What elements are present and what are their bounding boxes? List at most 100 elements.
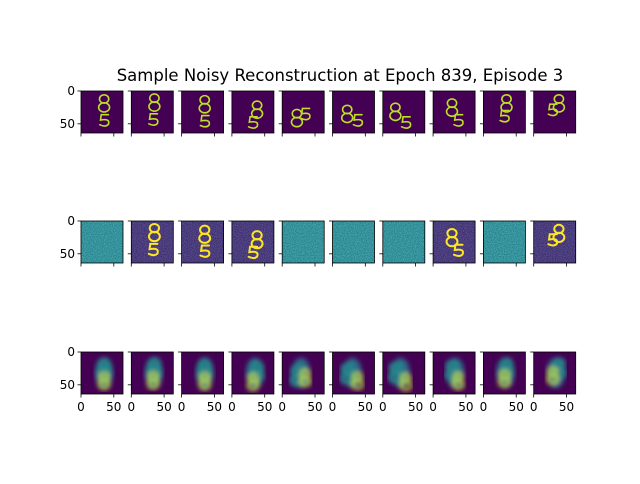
image-panel: [231, 221, 274, 263]
reconstruction-blob: [546, 357, 567, 389]
digit-stroke: [399, 380, 413, 392]
digit-stroke: [547, 103, 559, 117]
reconstruction-blob: [195, 357, 214, 391]
x-tick-label: 0: [329, 400, 337, 414]
digit-stroke: [146, 378, 160, 390]
digit-stroke: [352, 113, 364, 127]
x-tick-label: 0: [278, 400, 286, 414]
x-tick-label: 50: [358, 400, 373, 414]
axes-frame: [382, 90, 426, 134]
image-panel: [131, 91, 174, 133]
image-panel: [282, 221, 325, 263]
digit-stroke: [246, 380, 260, 392]
image-panel: [332, 91, 375, 133]
image-panel: [382, 91, 425, 133]
y-tick-label: 0: [67, 214, 75, 228]
x-tick-label: 0: [228, 400, 236, 414]
image-background: [433, 91, 476, 133]
digit-stroke: [340, 112, 354, 124]
digit-stroke: [552, 101, 566, 113]
image-panel: [181, 352, 224, 394]
axes-frame: [533, 351, 577, 395]
axes-frame: [181, 220, 225, 264]
image-panel: [533, 352, 576, 394]
axes-frame: [382, 220, 426, 264]
reconstruction-blob: [94, 357, 114, 391]
image-panel: [483, 352, 526, 394]
digit-stroke: [445, 235, 459, 248]
axes-frame: [231, 351, 275, 395]
digit-stroke: [250, 108, 264, 120]
reconstruction-blob: [444, 357, 465, 391]
axes-frame: [533, 220, 577, 264]
axes-frame: [231, 90, 275, 134]
digit-stroke: [299, 375, 312, 387]
axes-frame: [181, 90, 225, 134]
image-background: [332, 91, 375, 133]
image-panel: [81, 221, 123, 263]
noise-texture: [332, 221, 375, 263]
digit-stroke: [351, 379, 364, 391]
reconstruction-blob: [289, 357, 312, 389]
x-tick-label: 50: [408, 400, 423, 414]
image-panel: [181, 91, 224, 133]
digit-stroke: [453, 243, 464, 258]
axes-frame: [281, 220, 325, 264]
digit-stroke: [247, 115, 259, 129]
reconstruction-blob: [387, 357, 413, 392]
figure-title: Sample Noisy Reconstruction at Epoch 839…: [116, 66, 564, 85]
axes-frame: [432, 220, 476, 264]
image-panel: [131, 352, 174, 394]
axes-frame: [281, 90, 325, 134]
x-tick-label: 50: [156, 400, 171, 414]
digit-stroke: [99, 113, 110, 127]
digit-stroke: [147, 242, 159, 257]
image-panel: [81, 91, 123, 133]
reconstruction-blob: [339, 357, 364, 391]
image-panel: [231, 352, 274, 394]
image-panel: [433, 352, 476, 394]
axes-frame: [130, 351, 174, 395]
image-background: [282, 91, 325, 133]
axes-frame: [432, 351, 476, 395]
image-panel: [282, 91, 325, 133]
digit-stroke: [198, 102, 211, 114]
x-tick-label: 50: [106, 400, 121, 414]
reconstruction-blob: [496, 357, 515, 389]
digit-stroke: [300, 107, 311, 121]
digit-stroke: [499, 109, 510, 123]
x-tick-label: 0: [127, 400, 135, 414]
digit-stroke: [547, 233, 559, 247]
image-panel: [181, 221, 224, 263]
image-panel: [533, 91, 576, 133]
image-panel: [382, 352, 425, 394]
image-panel: [433, 221, 476, 263]
digit-stroke: [146, 365, 163, 380]
digit-stroke: [250, 238, 264, 250]
digit-stroke: [445, 106, 459, 117]
axes-frame: [533, 90, 577, 134]
axes-frame: [130, 90, 174, 134]
digit-stroke: [199, 114, 211, 128]
digit-stroke: [500, 101, 513, 113]
x-tick-label: 50: [509, 400, 524, 414]
axes-frame: [482, 351, 526, 395]
digit-stroke: [148, 101, 161, 112]
axes-frame: [231, 220, 275, 264]
x-tick-label: 0: [77, 400, 85, 414]
digit-stroke: [148, 113, 159, 126]
digit-stroke: [198, 232, 212, 244]
x-tick-label: 0: [429, 400, 437, 414]
image-background: [131, 91, 174, 133]
axes-frame: [80, 351, 124, 395]
digit-stroke: [147, 230, 161, 243]
x-tick-label: 50: [458, 400, 473, 414]
digit-stroke: [453, 113, 464, 127]
image-panel: [433, 91, 476, 133]
digit-stroke: [290, 116, 304, 128]
noise-texture: [483, 221, 526, 263]
image-panel: [231, 91, 274, 133]
image-panel: [282, 352, 325, 394]
image-panel: [533, 221, 576, 263]
axes-frame: [332, 220, 375, 264]
